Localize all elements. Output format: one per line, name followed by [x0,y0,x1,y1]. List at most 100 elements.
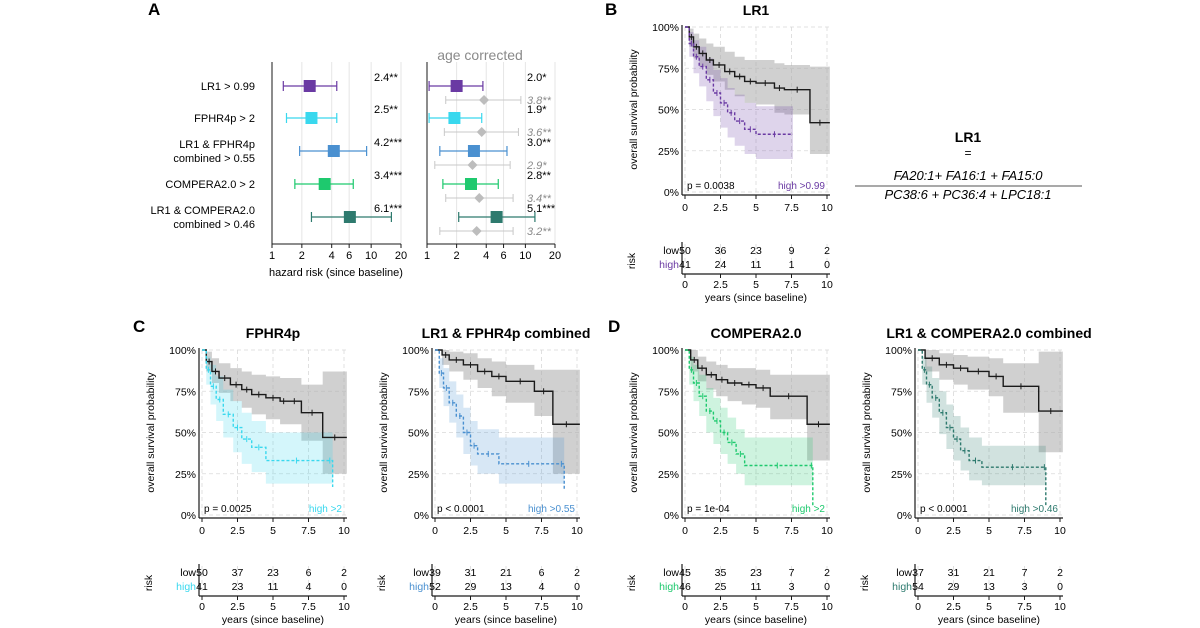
panel-label: C [133,317,145,336]
risk-high-count: 23 [232,581,244,593]
forest-tick-label: 10 [365,250,377,262]
km-y-tick-label: 75% [175,386,196,398]
km-low-ci-band [918,350,1063,453]
forest-age-hr-value: 3.6** [527,127,552,139]
risk-low-count: 50 [196,567,208,579]
risk-x-tick-label: 2.5 [713,601,728,613]
risk-low-count: 21 [983,567,995,579]
formula-numerator: FA20:1+ FA16:1 + FA15:0 [894,168,1044,183]
risk-x-tick-label: 10 [1054,601,1066,613]
forest-age-hr-value: 3.4** [527,193,552,205]
risk-high-count: 29 [465,581,477,593]
risk-low-count: 2 [1057,567,1063,579]
risk-high-count: 4 [306,581,312,593]
risk-x-tick-label: 2.5 [230,601,245,613]
km-x-tick-label: 0 [682,525,688,537]
forest-age-marker [479,95,490,105]
risk-x-tick-label: 5 [986,601,992,613]
forest-hr-value: 3.4*** [374,170,403,182]
risk-high-count: 4 [539,581,545,593]
risk-high-count: 13 [983,581,995,593]
km-x-axis-label: years (since baseline) [705,292,807,304]
km-y-tick-label: 0% [664,187,679,199]
km-high-curve [202,349,334,487]
km-high-threshold: high >2 [309,504,343,515]
km-x-tick-label: 7.5 [534,525,549,537]
km-high-threshold: high >2 [792,504,826,515]
risk-high-count: 11 [751,581,762,593]
km-x-tick-label: 10 [821,525,833,537]
km-y-tick-label: 50% [408,428,429,440]
risk-low-count: 39 [429,567,441,579]
risk-high-count: 11 [751,259,762,271]
km-y-tick-label: 50% [658,428,679,440]
forest-tick-label: 2 [454,250,460,262]
km-y-tick-label: 0% [181,510,196,522]
risk-high-count: 0 [341,581,347,593]
km-high-ci-band [685,350,813,514]
risk-low-label: low [663,567,679,579]
km-high-threshold: high >0.99 [778,181,825,192]
risk-low-count: 2 [574,567,580,579]
km-y-tick-label: 25% [658,469,679,481]
risk-low-label: low [896,567,912,579]
km-y-tick-label: 50% [891,428,912,440]
risk-high-count: 41 [196,581,208,593]
age-corrected-title: age corrected [437,47,523,63]
forest-hazard-marker [318,178,331,190]
km-y-tick-label: 25% [891,469,912,481]
km-high-ci-band [435,350,565,511]
forest-hr-value: 2.4** [374,72,399,84]
km-title: COMPERA2.0 [710,325,801,341]
forest-hazard-marker [464,178,477,190]
risk-title: risk [859,574,871,591]
km-p-value: p = 0.0038 [687,181,735,192]
km-title: LR1 & COMPERA2.0 combined [886,325,1091,341]
km-x-tick-label: 10 [1054,525,1066,537]
risk-title: risk [626,574,638,591]
km-title: LR1 & FPHR4p combined [422,325,591,341]
risk-low-count: 6 [539,567,545,579]
km-y-tick-label: 75% [408,386,429,398]
risk-x-tick-label: 5 [753,601,759,613]
forest-row-label: LR1 & FPHR4p [179,139,255,151]
km-p-value: p < 0.0001 [437,504,485,515]
km-x-tick-label: 2.5 [946,525,961,537]
risk-high-count: 3 [789,581,795,593]
km-high-ci-band [918,350,1046,514]
risk-high-count: 52 [429,581,441,593]
risk-high-label: high [409,581,429,593]
km-x-axis-label: years (since baseline) [222,614,324,626]
forest-row-label: combined > 0.46 [173,219,255,231]
forest-tick-label: 20 [395,250,407,262]
forest-age-hr-value: 3.8** [527,95,552,107]
forest-x-axis-label: hazard risk (since baseline) [269,267,403,279]
forest-tick-label: 1 [424,250,430,262]
km-y-tick-label: 75% [891,386,912,398]
risk-high-count: 24 [715,259,727,271]
km-x-tick-label: 5 [753,202,759,214]
risk-x-tick-label: 10 [571,601,583,613]
risk-high-count: 13 [500,581,512,593]
forest-hazard-marker [327,145,340,157]
forest-age-marker [474,193,485,203]
km-y-tick-label: 0% [897,510,912,522]
km-x-tick-label: 10 [821,202,833,214]
km-low-curve [685,349,830,425]
risk-high-label: high [659,259,679,271]
km-x-tick-label: 5 [503,525,509,537]
risk-low-count: 37 [912,567,924,579]
forest-adj-hr-value: 2.8** [527,170,552,182]
risk-low-count: 45 [679,567,691,579]
risk-low-count: 6 [306,567,312,579]
panel-label-a: A [148,0,160,19]
km-y-tick-label: 50% [175,428,196,440]
risk-high-count: 0 [574,581,580,593]
km-title: FPHR4p [246,325,300,341]
forest-tick-label: 1 [269,250,275,262]
forest-age-hr-value: 3.2** [527,226,552,238]
risk-high-count: 0 [824,581,830,593]
risk-high-count: 41 [679,259,691,271]
risk-x-tick-label: 2.5 [946,601,961,613]
